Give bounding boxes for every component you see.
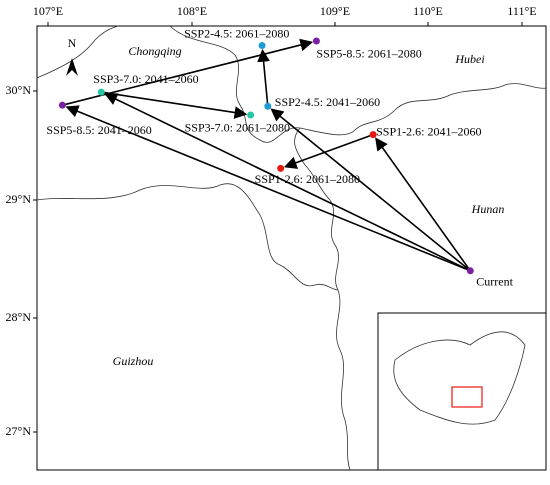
region-label: Hubei [454, 52, 484, 66]
point-label: SSP1-2.6: 2061–2080 [255, 172, 360, 186]
y-tick-label: 28°N [6, 310, 32, 324]
x-tick-label: 110°E [413, 4, 443, 18]
point-label: SSP1-2.6: 2041–2060 [376, 124, 481, 138]
north-label: N [68, 36, 77, 50]
point-label: SSP3-7.0: 2061–2080 [185, 121, 290, 135]
point-label: SSP3-7.0: 2041–2060 [93, 72, 198, 86]
region-label: Chongqing [128, 44, 181, 58]
track-arrow [62, 38, 314, 106]
x-tick-label: 108°E [177, 4, 207, 18]
x-tick-label: 111°E [507, 4, 536, 18]
north-arrow [66, 58, 78, 76]
x-tick-label: 107°E [33, 4, 63, 18]
point-label: SSP5-8.5: 2061–2080 [316, 47, 421, 61]
scenario-point [369, 131, 377, 139]
track-arrow [270, 108, 471, 272]
inset-extent [451, 386, 483, 408]
current-point [466, 267, 474, 275]
y-tick-label: 29°N [6, 192, 32, 206]
point-label: SSP5-8.5: 2041–2060 [46, 123, 151, 137]
region-label: Hunan [471, 202, 505, 216]
scenario-point [264, 102, 272, 110]
boundaries [36, 25, 547, 471]
point-label: SSP2-4.5: 2041–2060 [275, 95, 380, 109]
track-arrow [283, 133, 374, 169]
inset-china [393, 331, 526, 425]
scenario-point [247, 111, 255, 119]
scenario-point [277, 164, 285, 172]
scenario-point [58, 101, 66, 109]
x-tick-label: 109°E [320, 4, 350, 18]
scenario-point [97, 88, 105, 96]
inset-frame [377, 312, 547, 471]
region-label: Guizhou [113, 354, 154, 368]
track-arrow [257, 48, 270, 107]
y-tick-label: 27°N [6, 424, 32, 438]
scenario-point [258, 42, 266, 50]
scenario-point [312, 37, 320, 45]
track-arrow [104, 93, 471, 272]
y-tick-label: 30°N [6, 83, 32, 97]
point-label: SSP2-4.5: 2061–2080 [184, 26, 289, 40]
track-arrow [375, 137, 471, 272]
track-arrow [101, 91, 248, 119]
point-label: Current [476, 275, 513, 289]
track-arrow [65, 105, 471, 272]
